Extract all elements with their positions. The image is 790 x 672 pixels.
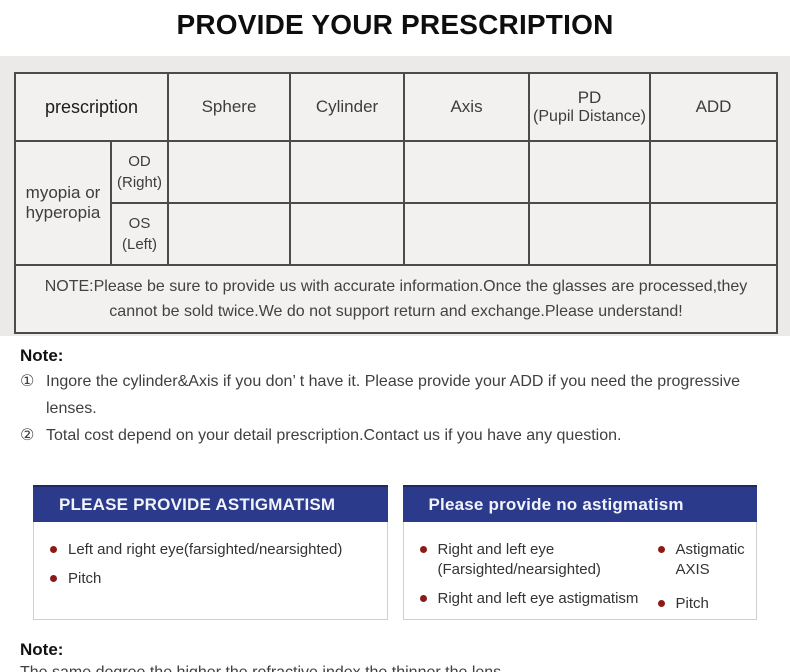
list-item-text: Pitch (675, 595, 709, 612)
page-title: PROVIDE YOUR PRESCRIPTION (176, 9, 614, 40)
pd-od-cell (528, 140, 652, 204)
bullet-icon (419, 546, 427, 553)
no-astigmatism-box: Please provide no astigmatism Right and … (402, 485, 757, 620)
list-item: Left and right eye(farsighted/nearsighte… (50, 540, 379, 560)
bullet-column-right: Astigmatic AXIS Pitch (657, 540, 749, 619)
notes: Note: ① Ingore the cylinder&Axis if you … (20, 344, 770, 449)
od-sublabel: (Right) (117, 174, 163, 191)
od-label-cell: OD (Right) (109, 140, 170, 204)
list-item-text: Right and left eye astigmatism (437, 590, 639, 607)
header-row: prescription Sphere Cylinder Axis PD (Pu… (13, 72, 779, 142)
astigmatism-box-title: PLEASE PROVIDE ASTIGMATISM (59, 494, 336, 514)
table-band: prescription Sphere Cylinder Axis PD (Pu… (0, 56, 790, 336)
list-item-text: Right and left eye (Farsighted/nearsight… (437, 541, 601, 578)
note-row: NOTE:Please be sure to provide us with a… (13, 264, 779, 334)
list-item: Astigmatic AXIS (657, 540, 749, 580)
bullet-icon (657, 546, 665, 553)
cylinder-os-cell (289, 202, 406, 266)
bullet-icon (50, 546, 57, 553)
astigmatism-box-header: PLEASE PROVIDE ASTIGMATISM (33, 485, 388, 522)
sphere-os-cell (167, 202, 292, 266)
table-note: NOTE:Please be sure to provide us with a… (13, 264, 779, 334)
os-sublabel: (Left) (122, 236, 158, 253)
prescription-table: prescription Sphere Cylinder Axis PD (Pu… (13, 72, 779, 334)
header-cell-cylinder: Cylinder (289, 72, 406, 142)
no-astigmatism-box-body: Right and left eye (Farsighted/nearsight… (402, 522, 757, 620)
list-item-text: Pitch (68, 570, 102, 587)
os-label: OS (128, 215, 151, 232)
list-item-text: Astigmatic AXIS (675, 541, 745, 578)
pd-label: PD (577, 88, 602, 107)
header-cell-sphere: Sphere (167, 72, 292, 142)
info-boxes: PLEASE PROVIDE ASTIGMATISM Left and righ… (33, 485, 757, 620)
axis-od-cell (403, 140, 531, 204)
bottom-note: Note: The same degree,the higher the ref… (20, 638, 770, 672)
bottom-note-text: The same degree,the higher the refractiv… (20, 661, 770, 672)
bullet-column-left: Right and left eye (Farsighted/nearsight… (419, 540, 658, 619)
list-item: Pitch (657, 594, 749, 614)
note-item: ② Total cost depend on your detail presc… (20, 422, 770, 449)
od-label: OD (128, 153, 151, 170)
os-row: OS (Left) (15, 202, 779, 266)
pd-sublabel: (Pupil Distance) (533, 108, 646, 125)
add-od-cell (649, 140, 779, 204)
axis-os-cell (403, 202, 531, 266)
os-label-cell: OS (Left) (109, 202, 170, 266)
pd-os-cell (528, 202, 652, 266)
note-item-text: Ingore the cylinder&Axis if you don’ t h… (46, 373, 741, 417)
header-cell-prescription: prescription (13, 72, 170, 142)
header-cell-add: ADD (649, 72, 779, 142)
header-cell-axis: Axis (403, 72, 531, 142)
astigmatism-box: PLEASE PROVIDE ASTIGMATISM Left and righ… (33, 485, 388, 620)
list-item: Pitch (50, 569, 379, 589)
list-item-text: Left and right eye(farsighted/nearsighte… (68, 541, 343, 558)
circled-number-icon: ② (20, 427, 35, 444)
row-group-label: myopia or hyperopia (14, 140, 112, 266)
add-os-cell (649, 202, 779, 266)
no-astigmatism-box-title: Please provide no astigmatism (428, 494, 684, 514)
bullet-icon (419, 595, 427, 602)
note-item-text: Total cost depend on your detail prescri… (46, 427, 622, 444)
circled-number-icon: ① (20, 373, 35, 390)
bullet-icon (50, 575, 57, 582)
bottom-note-heading: Note: (20, 640, 64, 659)
list-item: Right and left eye (Farsighted/nearsight… (419, 540, 658, 580)
no-astigmatism-box-header: Please provide no astigmatism (402, 485, 757, 522)
cylinder-od-cell (289, 140, 406, 204)
od-row: myopia or hyperopia OD (Right) (14, 140, 779, 266)
list-item: Right and left eye astigmatism (419, 589, 658, 609)
notes-heading: Note: (20, 346, 64, 365)
astigmatism-box-body: Left and right eye(farsighted/nearsighte… (33, 522, 388, 620)
bullet-icon (657, 600, 665, 607)
sphere-od-cell (167, 140, 292, 204)
note-item: ① Ingore the cylinder&Axis if you don’ t… (20, 368, 770, 422)
header-cell-pd: PD (Pupil Distance) (528, 72, 652, 142)
